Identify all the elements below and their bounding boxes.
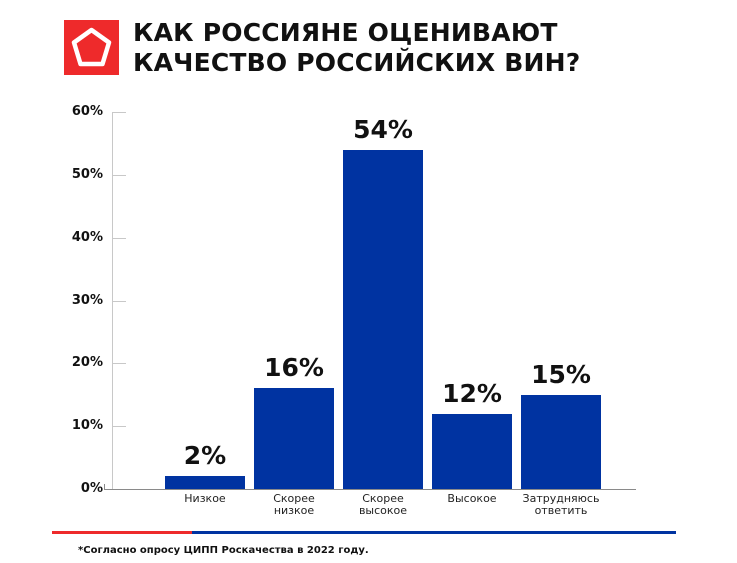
y-tick-mark bbox=[112, 238, 126, 239]
category-label-line1: Высокое bbox=[447, 492, 497, 505]
bar bbox=[165, 476, 245, 489]
y-tick-mark bbox=[112, 426, 126, 427]
bar bbox=[254, 388, 334, 489]
bar-value-label: 16% bbox=[264, 353, 324, 383]
y-tick-label: 30% bbox=[71, 292, 103, 308]
category-label-line2: низкое bbox=[273, 504, 315, 517]
y-tick-label: 50% bbox=[71, 166, 103, 182]
category-label-line1: Затрудняюсь bbox=[522, 492, 600, 505]
divider-red-stripe bbox=[52, 531, 192, 534]
bar-value-label: 15% bbox=[531, 359, 591, 389]
category-label-line2: высокое bbox=[358, 504, 408, 517]
bar-value-label: 2% bbox=[183, 441, 227, 471]
y-tick-mark bbox=[112, 112, 126, 113]
bar bbox=[432, 413, 512, 489]
divider-blue-stripe bbox=[192, 531, 676, 534]
x-axis-stub bbox=[104, 484, 105, 490]
title-line-2: КАЧЕСТВО РОССИЙСКИХ ВИН? bbox=[133, 48, 581, 77]
y-tick-label: 10% bbox=[71, 418, 103, 434]
y-tick-mark bbox=[112, 175, 126, 176]
category-label-line1: Низкое bbox=[184, 492, 226, 505]
bar bbox=[343, 149, 423, 489]
y-tick-mark bbox=[112, 301, 126, 302]
category-label: Скорее низкое bbox=[244, 493, 344, 517]
pentagon-logo-icon bbox=[64, 20, 119, 75]
x-axis-line bbox=[104, 489, 636, 490]
category-label: Затрудняюсь ответить bbox=[511, 493, 611, 517]
category-label-line1: Скорее bbox=[273, 492, 315, 505]
y-tick-label: 0% bbox=[80, 481, 103, 496]
bar-value-label: 12% bbox=[442, 378, 502, 408]
category-label: Низкое bbox=[155, 493, 255, 505]
bar bbox=[521, 394, 601, 489]
title-line-1: КАК РОССИЯНЕ ОЦЕНИВАЮТ bbox=[133, 18, 558, 47]
y-tick-mark bbox=[112, 363, 126, 364]
category-label-line2: ответить bbox=[534, 504, 588, 517]
category-label: Высокое bbox=[422, 493, 522, 505]
bar-value-label: 54% bbox=[353, 114, 413, 144]
category-label: Скорее высокое bbox=[333, 493, 433, 517]
category-label-line1: Скорее bbox=[362, 492, 404, 505]
y-tick-label: 40% bbox=[71, 229, 103, 245]
y-tick-label: 60% bbox=[71, 104, 103, 119]
chart-title: КАК РОССИЯНЕ ОЦЕНИВАЮТ КАЧЕСТВО РОССИЙСК… bbox=[133, 18, 580, 78]
footnote: *Согласно опросу ЦИПП Роскачества в 2022… bbox=[78, 545, 369, 556]
y-tick-label: 20% bbox=[71, 355, 103, 371]
